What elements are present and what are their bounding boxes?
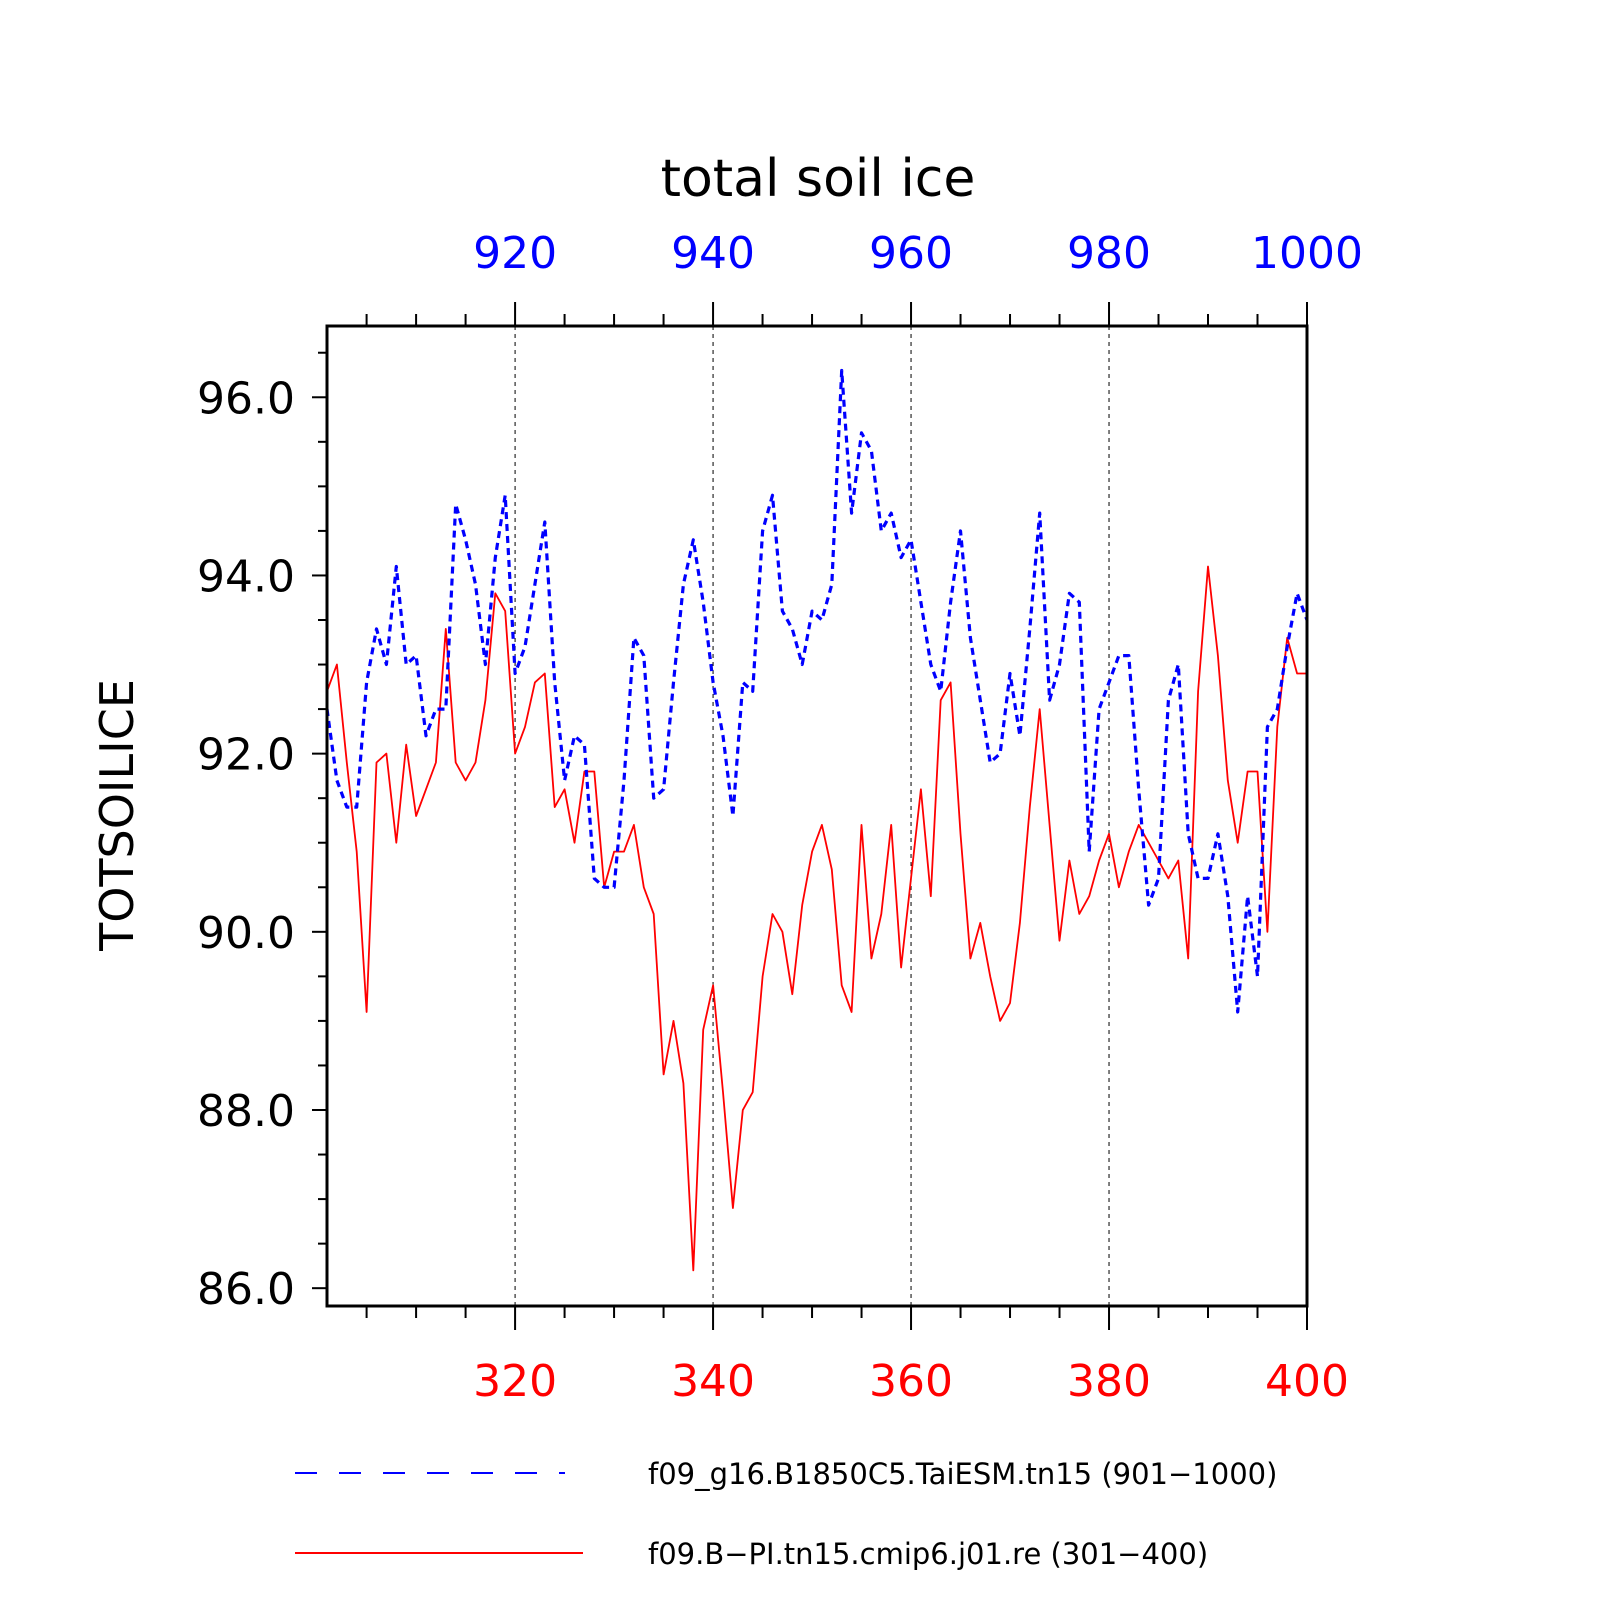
legend-label-cmip6: f09.B−PI.tn15.cmip6.j01.re (301−400) xyxy=(648,1537,1208,1571)
bottom-tick-label: 360 xyxy=(869,1356,953,1407)
top-tick-label: 960 xyxy=(869,228,953,279)
plot-series xyxy=(325,368,1309,1272)
bottom-tick-label: 340 xyxy=(671,1356,755,1407)
y-tick-label: 90.0 xyxy=(197,908,295,959)
y-tick-label: 92.0 xyxy=(197,730,295,781)
y-tick-label: 96.0 xyxy=(197,373,295,424)
series-line-cmip6 xyxy=(326,565,1307,1272)
grid-lines xyxy=(514,326,1110,1306)
y-tick-label: 94.0 xyxy=(197,551,295,602)
legend-label-taiesm: f09_g16.B1850C5.TaiESM.tn15 (901−1000) xyxy=(648,1457,1277,1491)
plot-frame xyxy=(325,324,1309,1308)
bottom-tick-label: 400 xyxy=(1265,1356,1349,1407)
series-line-taiesm xyxy=(325,368,1309,1014)
legend: f09_g16.B1850C5.TaiESM.tn15 (901−1000) f… xyxy=(295,1457,1277,1571)
bottom-tick-label: 320 xyxy=(473,1356,557,1407)
top-tick-label: 980 xyxy=(1067,228,1151,279)
axis-ticks: 86.0 88.0 90.0 92.0 94.0 96.0 920 940 960 980 1000… xyxy=(197,228,1363,1407)
y-axis-label: TOTSOILICE xyxy=(90,679,144,952)
y-tick-label: 86.0 xyxy=(197,1264,295,1315)
top-tick-label: 940 xyxy=(671,228,755,279)
bottom-tick-label: 380 xyxy=(1067,1356,1151,1407)
chart-title: total soil ice xyxy=(661,149,976,209)
top-tick-label: 1000 xyxy=(1251,228,1363,279)
y-tick-label: 88.0 xyxy=(197,1086,295,1137)
top-tick-label: 920 xyxy=(473,228,557,279)
